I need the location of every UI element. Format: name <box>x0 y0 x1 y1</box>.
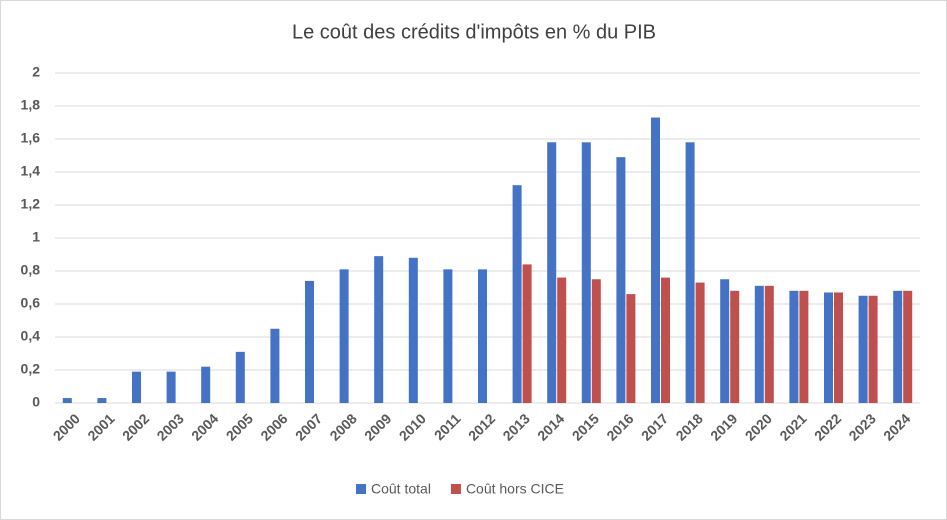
bar <box>522 264 532 403</box>
y-tick-label: 1,6 <box>21 130 41 146</box>
bar <box>626 294 636 403</box>
y-tick-label: 0 <box>32 394 40 410</box>
bar <box>201 366 211 403</box>
bar <box>685 142 695 404</box>
bar <box>62 398 72 403</box>
bar <box>305 280 314 403</box>
bar <box>443 269 453 403</box>
bar <box>799 290 809 403</box>
chart-title: Le coût des crédits d'impôts en % du PIB <box>292 21 656 43</box>
y-tick-label: 0,6 <box>21 295 41 311</box>
bar <box>730 290 740 403</box>
bar <box>581 142 591 404</box>
bar <box>824 292 833 403</box>
legend-label: Coût total <box>371 481 431 497</box>
legend-swatch <box>356 484 366 494</box>
legend-swatch <box>450 484 461 494</box>
bar <box>695 282 705 403</box>
bar <box>903 290 913 403</box>
y-tick-label: 0,4 <box>21 328 41 344</box>
bar <box>764 285 774 403</box>
y-tick-label: 1,4 <box>21 163 41 179</box>
bar <box>235 351 245 403</box>
y-tick-label: 0,8 <box>21 262 41 278</box>
bar <box>834 292 843 403</box>
bar <box>408 257 418 403</box>
y-tick-label: 1 <box>32 229 40 245</box>
y-tick-label: 0,2 <box>21 361 41 377</box>
bar <box>754 285 764 403</box>
bar <box>270 328 280 403</box>
bar <box>97 398 107 403</box>
y-tick-label: 1,2 <box>21 196 41 212</box>
bar <box>661 277 670 403</box>
bar <box>557 277 567 403</box>
bar <box>547 142 557 404</box>
legend-label: Coût hors CICE <box>466 481 564 497</box>
bar <box>478 269 487 403</box>
y-tick-label: 1,8 <box>21 97 41 113</box>
y-tick-label: 2 <box>32 64 40 80</box>
bar <box>651 117 660 404</box>
bar <box>166 371 176 403</box>
bar <box>374 256 384 403</box>
bar <box>789 290 799 403</box>
bar <box>720 279 730 403</box>
bar <box>893 290 903 403</box>
bar <box>591 279 601 403</box>
bar <box>616 157 626 403</box>
bar <box>339 269 349 403</box>
bar <box>512 185 522 403</box>
bar <box>868 295 878 403</box>
bar <box>132 371 141 403</box>
bar <box>858 295 868 403</box>
